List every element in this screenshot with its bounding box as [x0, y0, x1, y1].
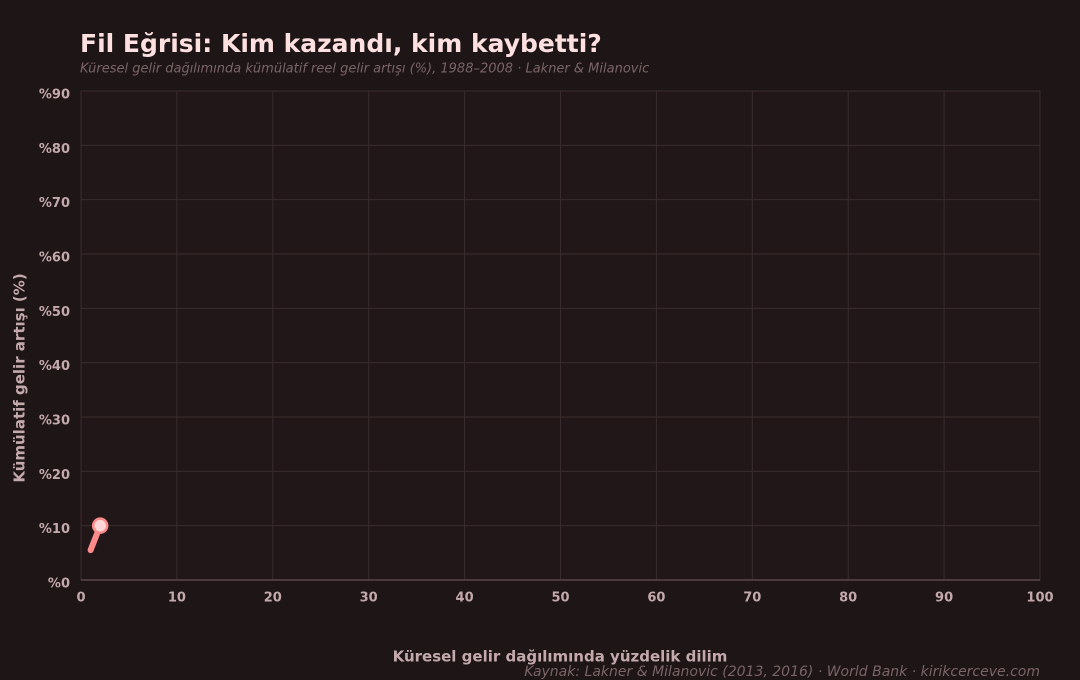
x-tick-label: 30 [360, 591, 378, 606]
x-tick-label: 50 [551, 591, 569, 606]
source-note: Kaynak: Lakner & Milanovic (2013, 2016) … [524, 664, 1040, 680]
y-tick-label: %90 [39, 88, 70, 103]
y-tick-label: %10 [39, 522, 70, 537]
x-tick-label: 80 [839, 591, 857, 606]
y-tick-label: %50 [39, 305, 70, 320]
x-tick-label: 0 [76, 591, 85, 606]
plot-layer: %0 %10 %20 %30 %40 %50 %60 %70 %80 %90 0 10 20 30 40 50… [39, 88, 1054, 606]
y-tick-label: %40 [39, 359, 70, 374]
chart-subtitle: Küresel gelir dağılımında kümülatif reel… [80, 62, 649, 77]
x-tick-label: 100 [1026, 591, 1053, 606]
y-tick-label: %80 [39, 142, 70, 157]
y-tick-label: %0 [48, 577, 70, 592]
y-tick-label: %30 [39, 414, 70, 429]
y-tick-label: %70 [39, 196, 70, 211]
y-tick-label: %20 [39, 468, 70, 483]
y-axis-label: Kümülatif gelir artışı (%) [11, 273, 29, 482]
x-tick-label: 10 [168, 591, 186, 606]
x-tick-label: 20 [264, 591, 282, 606]
x-axis-label: Küresel gelir dağılımında yüzdelik dilim [393, 648, 728, 666]
x-tick-label: 60 [647, 591, 665, 606]
x-tick-label: 70 [743, 591, 761, 606]
x-tick-label: 40 [456, 591, 474, 606]
chart-title: Fil Eğrisi: Kim kazandı, kim kaybetti? [80, 29, 602, 58]
x-tick-label: 90 [935, 591, 953, 606]
point-marker [91, 517, 109, 534]
y-tick-label: %60 [39, 251, 70, 266]
